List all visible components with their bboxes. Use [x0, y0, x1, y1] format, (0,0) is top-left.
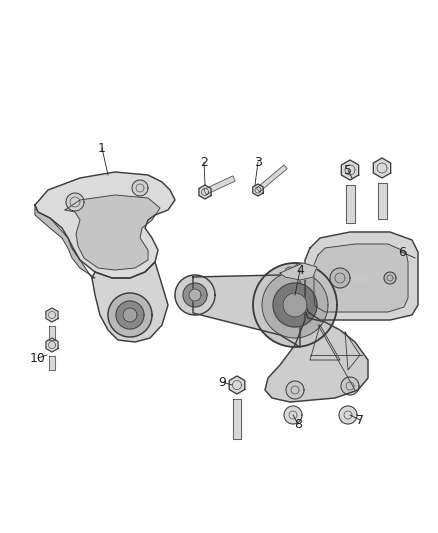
Polygon shape: [92, 262, 168, 342]
Polygon shape: [283, 293, 307, 317]
Text: 9: 9: [218, 376, 226, 389]
Polygon shape: [257, 165, 287, 192]
Text: 5: 5: [344, 164, 352, 176]
Polygon shape: [341, 377, 359, 395]
Polygon shape: [199, 185, 211, 199]
Polygon shape: [46, 308, 58, 322]
Polygon shape: [330, 268, 350, 288]
Polygon shape: [49, 356, 55, 369]
Text: 3: 3: [254, 156, 262, 168]
Polygon shape: [286, 381, 304, 399]
Polygon shape: [285, 267, 295, 277]
Polygon shape: [123, 308, 137, 322]
Polygon shape: [116, 301, 144, 329]
Polygon shape: [229, 376, 245, 394]
Text: 6: 6: [398, 246, 406, 259]
Polygon shape: [284, 406, 302, 424]
Polygon shape: [66, 193, 84, 211]
Text: 4: 4: [296, 263, 304, 277]
Polygon shape: [233, 399, 241, 439]
Polygon shape: [132, 180, 148, 196]
Polygon shape: [204, 176, 235, 195]
Text: 10: 10: [30, 351, 46, 365]
Text: 1: 1: [98, 141, 106, 155]
Polygon shape: [175, 275, 215, 315]
Polygon shape: [373, 158, 391, 178]
Polygon shape: [352, 274, 368, 282]
Polygon shape: [46, 338, 58, 352]
Polygon shape: [304, 267, 314, 277]
Polygon shape: [384, 272, 396, 284]
Polygon shape: [273, 283, 317, 327]
Polygon shape: [262, 272, 328, 338]
Polygon shape: [378, 183, 386, 219]
Polygon shape: [280, 263, 317, 280]
Polygon shape: [189, 289, 201, 301]
Polygon shape: [253, 263, 337, 347]
Polygon shape: [65, 195, 160, 270]
Polygon shape: [305, 232, 418, 320]
Polygon shape: [265, 300, 368, 402]
Text: 2: 2: [200, 156, 208, 168]
Polygon shape: [314, 244, 408, 312]
Polygon shape: [193, 263, 300, 347]
Polygon shape: [35, 172, 175, 278]
Polygon shape: [341, 160, 359, 180]
Polygon shape: [346, 185, 354, 223]
Polygon shape: [35, 205, 95, 278]
Polygon shape: [108, 293, 152, 337]
Text: 8: 8: [294, 417, 302, 431]
Text: 7: 7: [356, 414, 364, 426]
Polygon shape: [183, 283, 207, 307]
Polygon shape: [49, 326, 55, 340]
Polygon shape: [339, 406, 357, 424]
Polygon shape: [253, 184, 263, 196]
